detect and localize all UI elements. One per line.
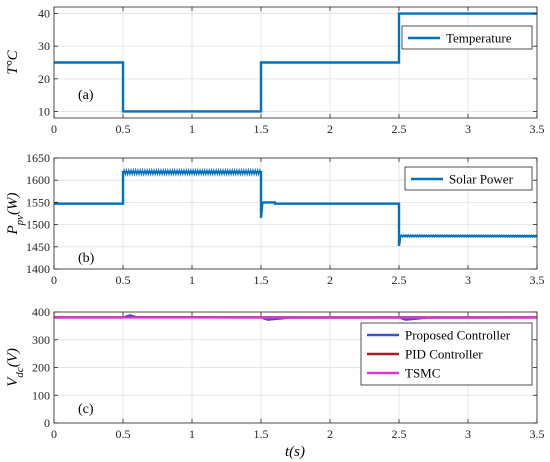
legend-entry: Solar Power	[449, 172, 514, 187]
x-tick-label: 3	[465, 122, 471, 136]
series-ripple	[122, 167, 262, 177]
legend-entry: Proposed Controller	[405, 328, 511, 343]
y-tick-label: 20	[38, 72, 50, 86]
x-tick-label: 1	[189, 427, 195, 441]
x-tick-label: 0	[51, 427, 57, 441]
x-tick-label: 3	[465, 273, 471, 287]
x-tick-label: 2.5	[392, 427, 407, 441]
y-axis-label: T°C	[5, 49, 21, 74]
y-tick-label: 1500	[26, 218, 50, 232]
series-ripple	[261, 201, 276, 204]
panel-label: (c)	[78, 402, 94, 417]
legend-box	[404, 166, 533, 191]
panel-a: 0 0.5 1 1.5 2 2.5 3 3.5 10 20 30 40 T°C (a) Temperatur…	[5, 7, 545, 136]
y-tick-label: 300	[32, 333, 50, 347]
y-tick-label: 30	[38, 39, 50, 53]
x-tick-label: 0	[51, 122, 57, 136]
x-tick-label: 3.5	[530, 122, 545, 136]
y-axis-label: Ppv(W)	[5, 192, 26, 235]
axes-frame	[53, 6, 538, 119]
y-tick-label: 1600	[26, 173, 50, 187]
legend-entry: PID Controller	[405, 347, 483, 362]
y-tick-label: 1550	[26, 195, 50, 209]
x-tick-label: 1.5	[254, 427, 269, 441]
x-tick-label: 1.5	[254, 273, 269, 287]
y-tick-label: 1650	[26, 151, 50, 165]
y-tick-label: 1450	[26, 240, 50, 254]
y-tick-label: 400	[32, 305, 50, 319]
x-tick-label: 1	[189, 122, 195, 136]
panel-label: (a)	[78, 88, 94, 103]
y-tick-label: 100	[32, 388, 50, 402]
panel-label: (b)	[78, 251, 95, 266]
x-tick-label: 0.5	[116, 122, 131, 136]
x-tick-label: 1.5	[254, 122, 269, 136]
x-tick-label: 0	[51, 273, 57, 287]
legend-entry: TSMC	[405, 366, 440, 381]
x-tick-label: 2.5	[392, 273, 407, 287]
series-line-1	[54, 12, 537, 113]
y-tick-label: 1400	[26, 262, 50, 276]
x-tick-label: 3.5	[530, 427, 545, 441]
x-tick-label: 1	[189, 273, 195, 287]
y-tick-label: 40	[38, 7, 50, 21]
series-line-1	[54, 314, 538, 321]
panel-c: 0 0.5 1 1.5 2 2.5 3 3.5 0 100 200 300 400 Vdc(V) (c) Pr…	[5, 305, 545, 441]
x-axis-label: t(s)	[285, 444, 305, 460]
y-axis-label: Vdc(V)	[5, 348, 26, 387]
x-tick-label: 2	[327, 273, 333, 287]
x-tick-label: 0.5	[116, 427, 131, 441]
y-tick-label: 0	[44, 416, 50, 430]
x-tick-label: 0.5	[116, 273, 131, 287]
legend-entry: Temperature	[446, 31, 512, 46]
y-tick-label: 200	[32, 361, 50, 375]
y-tick-label: 10	[38, 104, 50, 118]
panel-b: 0 0.5 1 1.5 2 2.5 3 3.5 1400 1450 1500 1550 1600 1650…	[5, 151, 545, 287]
x-tick-label: 3.5	[530, 273, 545, 287]
x-tick-label: 2	[327, 427, 333, 441]
x-tick-label: 2	[327, 122, 333, 136]
series-ripple	[399, 234, 538, 239]
x-tick-label: 3	[465, 427, 471, 441]
x-tick-label: 2.5	[392, 122, 407, 136]
axes-frame	[53, 157, 538, 270]
legend-box	[401, 25, 533, 50]
